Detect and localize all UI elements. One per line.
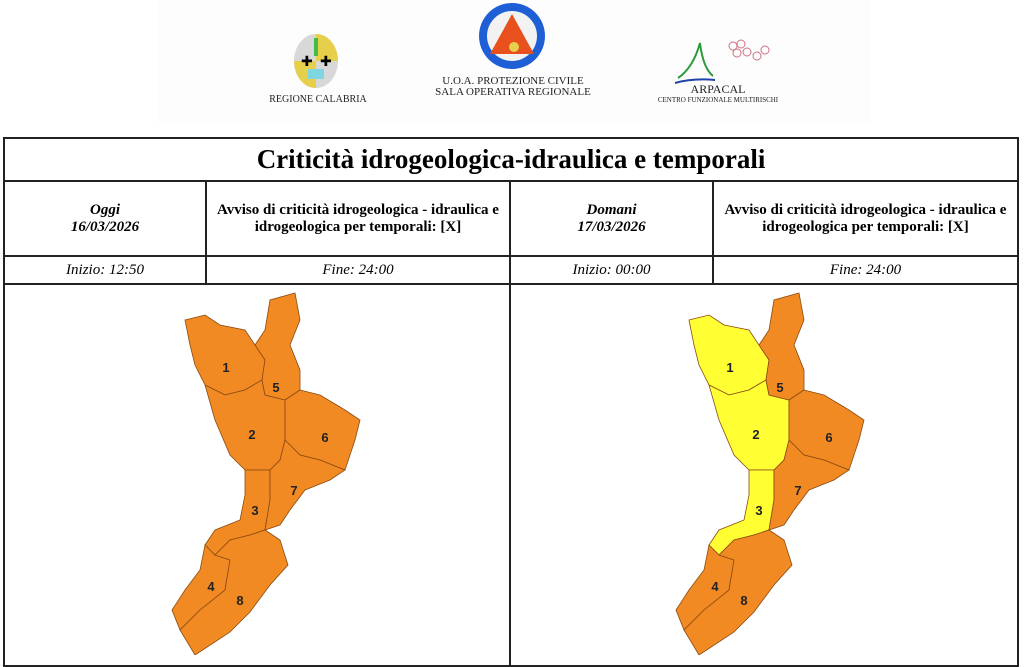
tomorrow-header: Domani 17/03/2026 [509, 180, 714, 257]
zone-label-4: 4 [207, 579, 215, 594]
zone-label-7: 7 [794, 483, 801, 498]
zone-1 [688, 314, 770, 396]
zone-label-1: 1 [726, 360, 733, 375]
today-header: Oggi 16/03/2026 [3, 180, 207, 257]
bulletin-title: Criticità idrogeologica-idraulica e temp… [2, 137, 1020, 182]
tomorrow-zone-map: 1 2 3 4 5 6 7 8 [675, 292, 865, 655]
tomorrow-label: Domani [586, 201, 637, 218]
zone-5 [758, 292, 805, 401]
today-start: Inizio: 12:50 [3, 255, 207, 285]
zone-5 [254, 292, 301, 401]
zone-label-6: 6 [321, 430, 328, 445]
zone-label-5: 5 [776, 380, 783, 395]
arpacal-subtitle: CENTRO FUNZIONALE MULTIRISCHI [657, 96, 779, 104]
zone-label-3: 3 [755, 503, 762, 518]
regione-calabria-label: REGIONE CALABRIA [269, 94, 367, 105]
protezione-civile-line2: SALA OPERATIVA REGIONALE [435, 86, 591, 98]
arpacal-label: ARPACAL CENTRO FUNZIONALE MULTIRISCHI [638, 82, 798, 106]
arpacal-name: ARPACAL [690, 82, 746, 96]
zone-label-6: 6 [825, 430, 832, 445]
zone-1 [184, 314, 266, 396]
zone-7 [768, 439, 850, 531]
zone-label-5: 5 [272, 380, 279, 395]
today-avviso: Avviso di criticità idrogeologica - idra… [205, 180, 511, 257]
svg-text:✚: ✚ [301, 55, 313, 70]
zone-7 [264, 439, 346, 531]
arpacal-logo-icon [674, 39, 770, 84]
today-label: Oggi [90, 201, 120, 218]
zone-label-4: 4 [711, 579, 719, 594]
tomorrow-start: Inizio: 00:00 [509, 255, 714, 285]
zone-8 [179, 529, 289, 655]
zone-label-8: 8 [236, 593, 243, 608]
zone-label-2: 2 [752, 427, 759, 442]
zone-label-7: 7 [290, 483, 297, 498]
zone-label-1: 1 [222, 360, 229, 375]
protezione-civile-seal-icon [479, 3, 545, 69]
zone-label-2: 2 [248, 427, 255, 442]
protezione-civile-label: U.O.A. PROTEZIONE CIVILE SALA OPERATIVA … [418, 76, 608, 98]
today-zone-map: 1 2 3 4 5 6 7 8 [171, 292, 361, 655]
today-date: 16/03/2026 [70, 218, 140, 235]
tomorrow-date: 17/03/2026 [577, 218, 646, 235]
svg-text:✚: ✚ [320, 55, 332, 70]
zone-8 [683, 529, 793, 655]
regione-calabria-emblem-icon: ✚ ✚ [294, 34, 338, 88]
zone-label-3: 3 [251, 503, 258, 518]
zone-label-8: 8 [740, 593, 747, 608]
logo-banner: ✚ ✚ REGIONE CALABRIA U.O.A. PROTEZIONE CI… [158, 0, 870, 125]
tomorrow-end: Fine: 24:00 [711, 255, 1020, 285]
tomorrow-avviso: Avviso di criticità idrogeologica - idra… [711, 180, 1020, 257]
today-end: Fine: 24:00 [205, 255, 511, 285]
protezione-civile-line1: U.O.A. PROTEZIONE CIVILE [442, 75, 584, 87]
